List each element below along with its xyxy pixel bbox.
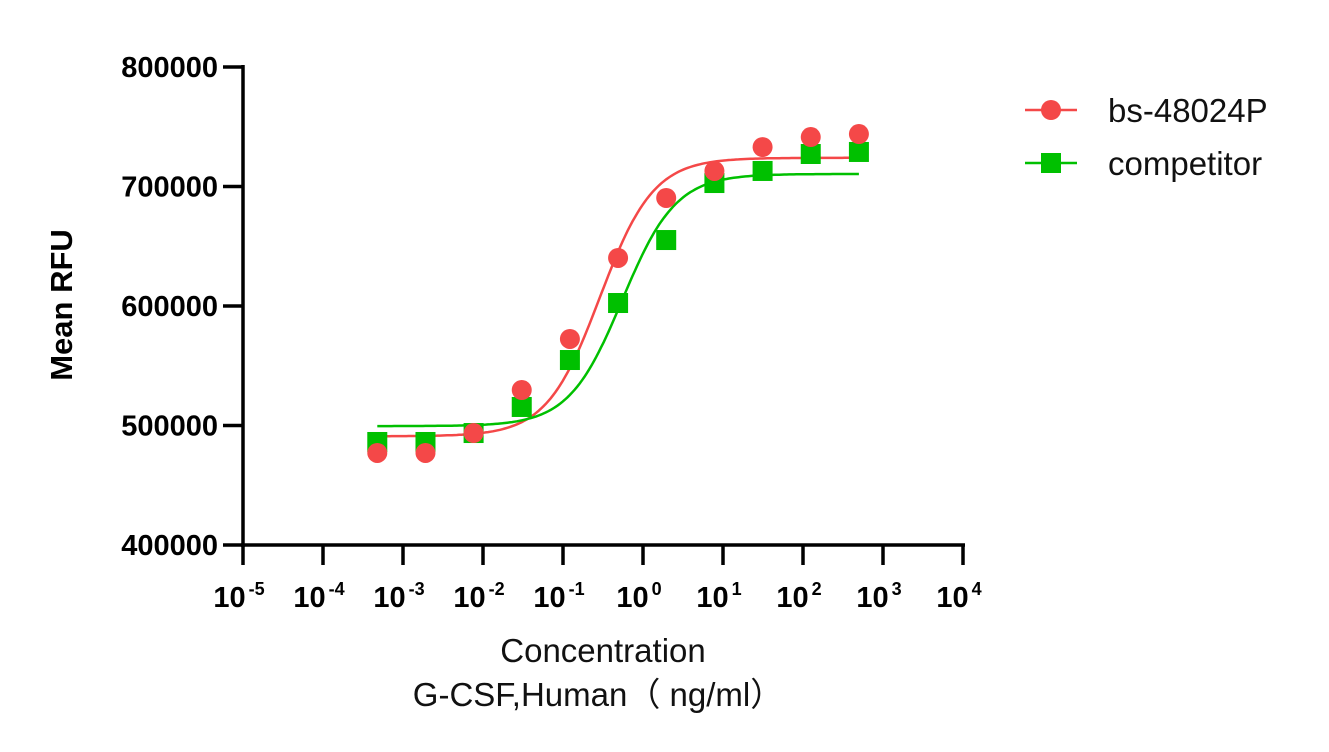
data-point-square — [511, 396, 532, 417]
data-point-circle — [800, 127, 821, 148]
data-point-square — [800, 143, 821, 164]
x-tick-label: 10 -1 — [533, 579, 584, 614]
x-tick-label: 10 0 — [616, 579, 661, 614]
data-point-square — [656, 230, 677, 251]
y-tick-label: 700000 — [121, 172, 218, 204]
data-point-circle — [752, 137, 773, 158]
data-points — [367, 124, 869, 463]
data-point-circle — [704, 160, 725, 181]
data-point-circle — [608, 247, 629, 268]
x-tick-base: 10 — [373, 582, 405, 614]
x-tick-base: 10 — [533, 582, 565, 614]
x-tick-base: 10 — [293, 582, 325, 614]
data-point-circle — [848, 124, 869, 145]
legend-label: competitor — [1108, 145, 1262, 182]
data-point-circle — [559, 328, 580, 349]
data-point-circle — [367, 442, 388, 463]
x-tick-exponent: 1 — [732, 579, 742, 599]
x-tick-label: 10 4 — [936, 579, 981, 614]
x-tick-base: 10 — [696, 582, 728, 614]
x-tick-exponent: 2 — [812, 579, 822, 599]
legend-circle-icon — [1041, 100, 1061, 120]
x-tick-exponent: 3 — [892, 579, 902, 599]
x-tick-exponent: 0 — [652, 579, 662, 599]
x-tick-exponent: -1 — [569, 579, 585, 599]
x-axis-title-line2: G-CSF,Human（ ng/ml） — [413, 676, 783, 713]
x-tick-label: 10 2 — [776, 579, 821, 614]
x-tick-base: 10 — [856, 582, 888, 614]
legend: bs-48024P competitor — [1025, 92, 1268, 182]
y-tick-label: 600000 — [121, 291, 218, 323]
x-tick-label: 10 1 — [696, 579, 741, 614]
x-tick-base: 10 — [213, 582, 245, 614]
y-tick-label: 800000 — [121, 52, 218, 84]
data-point-square — [608, 293, 629, 314]
x-tick-exponent: -5 — [249, 579, 265, 599]
x-tick-label: 10 -3 — [373, 579, 424, 614]
data-point-square — [848, 141, 869, 162]
x-tick-base: 10 — [616, 582, 648, 614]
x-axis-title-line1: Concentration — [500, 632, 705, 669]
data-point-square — [752, 160, 773, 181]
y-tick-label: 400000 — [121, 530, 218, 562]
x-tick-exponent: -3 — [409, 579, 425, 599]
x-tick-base: 10 — [776, 582, 808, 614]
x-tick-exponent: -2 — [489, 579, 505, 599]
data-point-circle — [463, 423, 484, 444]
data-point-circle — [415, 442, 436, 463]
y-tick-label: 500000 — [121, 411, 218, 443]
x-tick-base: 10 — [936, 582, 968, 614]
data-point-circle — [511, 380, 532, 401]
data-point-square — [559, 350, 580, 371]
y-axis-title: Mean RFU — [44, 229, 79, 381]
x-tick-label: 10 -5 — [213, 579, 264, 614]
data-point-circle — [656, 187, 677, 208]
x-tick-label: 10 -4 — [293, 579, 344, 614]
x-tick-base: 10 — [453, 582, 485, 614]
x-tick-exponent: -4 — [329, 579, 345, 599]
legend-label: bs-48024P — [1108, 92, 1268, 129]
x-tick-label: 10 -2 — [453, 579, 504, 614]
x-tick-label: 10 3 — [856, 579, 901, 614]
x-tick-exponent: 4 — [972, 579, 982, 599]
legend-square-icon — [1041, 153, 1061, 173]
